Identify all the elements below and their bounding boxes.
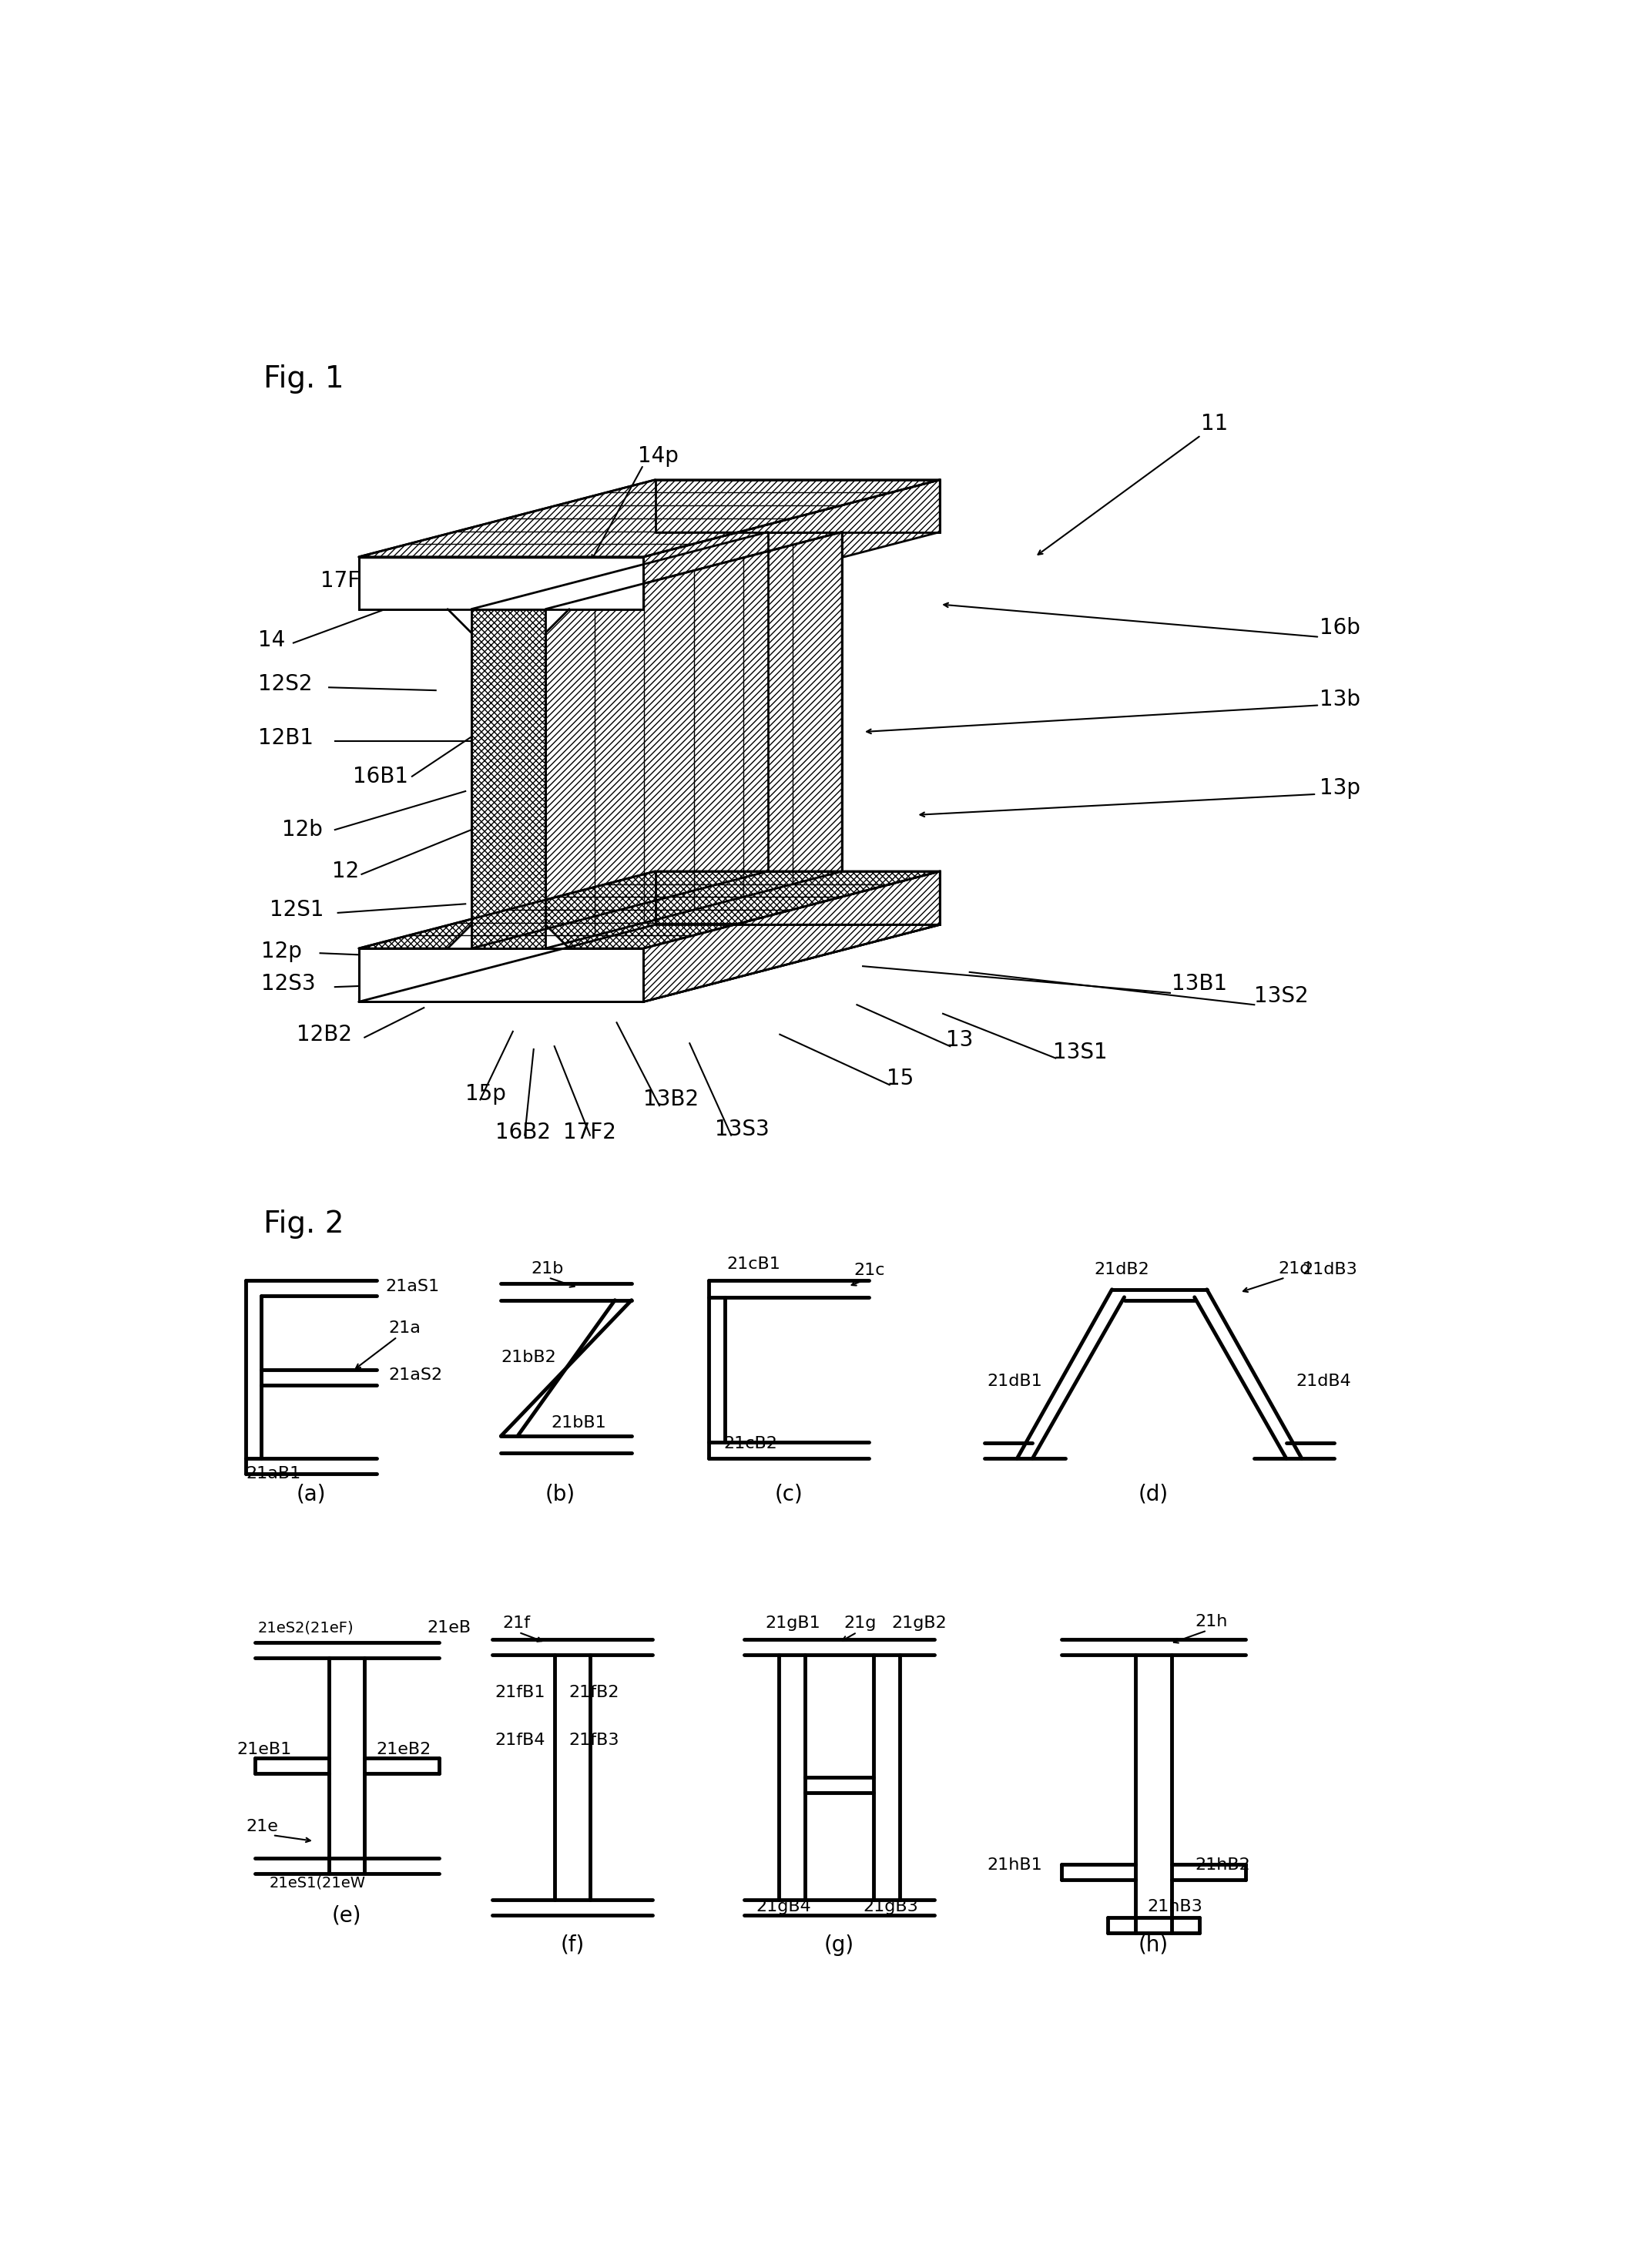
Text: 12S3: 12S3 [261,973,315,996]
Text: 21eS2(21eF): 21eS2(21eF) [257,1619,353,1635]
Text: 12B2: 12B2 [297,1023,351,1046]
Text: 21gB4: 21gB4 [756,1898,812,1914]
Text: 21a: 21a [388,1320,421,1336]
Polygon shape [767,533,842,871]
Polygon shape [358,558,644,610]
Polygon shape [447,610,472,633]
Text: 21fB4: 21fB4 [495,1733,546,1749]
Text: Fig. 2: Fig. 2 [264,1209,345,1238]
Polygon shape [358,871,941,948]
Text: 21dB4: 21dB4 [1295,1374,1351,1388]
Text: 21dB3: 21dB3 [1302,1263,1356,1277]
Text: 21dB2: 21dB2 [1094,1263,1150,1277]
Text: 21gB3: 21gB3 [863,1898,917,1914]
Text: 13p: 13p [1320,778,1360,798]
Text: 11: 11 [1201,413,1228,433]
Text: 21eB2: 21eB2 [376,1742,431,1758]
Text: (d): (d) [1138,1483,1168,1506]
Text: 21cB2: 21cB2 [723,1436,777,1452]
Text: 12: 12 [332,860,360,882]
Text: 21cB1: 21cB1 [726,1256,780,1272]
Text: 12B1: 12B1 [257,728,314,748]
Polygon shape [358,925,941,1002]
Text: 16B1: 16B1 [353,767,408,787]
Text: 21fB1: 21fB1 [495,1685,546,1701]
Text: 21aS1: 21aS1 [386,1279,439,1295]
Text: (c): (c) [774,1483,804,1506]
Polygon shape [546,533,842,948]
Text: (h): (h) [1138,1935,1168,1955]
Text: (b): (b) [544,1483,576,1506]
Text: 15p: 15p [465,1082,507,1105]
Text: 21e: 21e [246,1819,279,1835]
Text: (e): (e) [332,1905,361,1926]
Text: 17F2: 17F2 [563,1120,617,1143]
Text: (g): (g) [823,1935,855,1955]
Text: 21c: 21c [855,1263,884,1279]
Text: (f): (f) [559,1935,584,1955]
Text: 21fB2: 21fB2 [569,1685,619,1701]
Polygon shape [358,481,941,558]
Text: 21hB2: 21hB2 [1195,1857,1251,1873]
Text: 13: 13 [945,1030,974,1050]
Polygon shape [655,481,940,533]
Text: 12b: 12b [282,819,322,841]
Text: 21f: 21f [502,1615,530,1631]
Polygon shape [644,481,940,610]
Polygon shape [447,925,472,948]
Polygon shape [546,925,569,948]
Polygon shape [655,871,940,925]
Text: 21hB1: 21hB1 [987,1857,1043,1873]
Text: 13b: 13b [1320,689,1360,710]
Text: 21hB3: 21hB3 [1147,1898,1203,1914]
Text: 21aS2: 21aS2 [388,1368,442,1383]
Text: 12S1: 12S1 [269,898,323,921]
Text: 12S2: 12S2 [257,674,312,696]
Text: 21eB: 21eB [427,1619,470,1635]
Text: 13S2: 13S2 [1254,984,1308,1007]
Text: 13S3: 13S3 [714,1118,769,1141]
Text: 12p: 12p [261,941,302,962]
Text: 13S1: 13S1 [1053,1041,1107,1064]
Text: 16B2: 16B2 [495,1120,551,1143]
Text: 15: 15 [886,1068,914,1089]
Text: 21eS1(21eW: 21eS1(21eW [269,1876,366,1889]
Text: Fig. 1: Fig. 1 [264,365,345,392]
Text: 21gB2: 21gB2 [891,1615,947,1631]
Polygon shape [472,610,546,948]
Text: 21g: 21g [843,1615,876,1631]
Text: 21d: 21d [1279,1261,1310,1277]
Text: 21b: 21b [531,1261,563,1277]
Text: 21eB1: 21eB1 [238,1742,292,1758]
Text: 21fB3: 21fB3 [569,1733,619,1749]
Text: 21aB1: 21aB1 [246,1465,300,1481]
Text: 21h: 21h [1195,1615,1228,1628]
Polygon shape [358,948,644,1002]
Polygon shape [644,871,940,1002]
Text: 21bB2: 21bB2 [502,1349,556,1365]
Text: 17F1: 17F1 [320,569,373,592]
Text: 21bB1: 21bB1 [551,1415,607,1431]
Text: 16b: 16b [1320,617,1360,640]
Polygon shape [546,610,569,633]
Text: (a): (a) [297,1483,327,1506]
Text: 21gB1: 21gB1 [766,1615,820,1631]
Text: 13B1: 13B1 [1172,973,1228,996]
Text: 14p: 14p [637,445,678,467]
Text: 13B2: 13B2 [644,1089,700,1111]
Text: 14: 14 [257,628,285,651]
Text: 21dB1: 21dB1 [987,1374,1043,1388]
